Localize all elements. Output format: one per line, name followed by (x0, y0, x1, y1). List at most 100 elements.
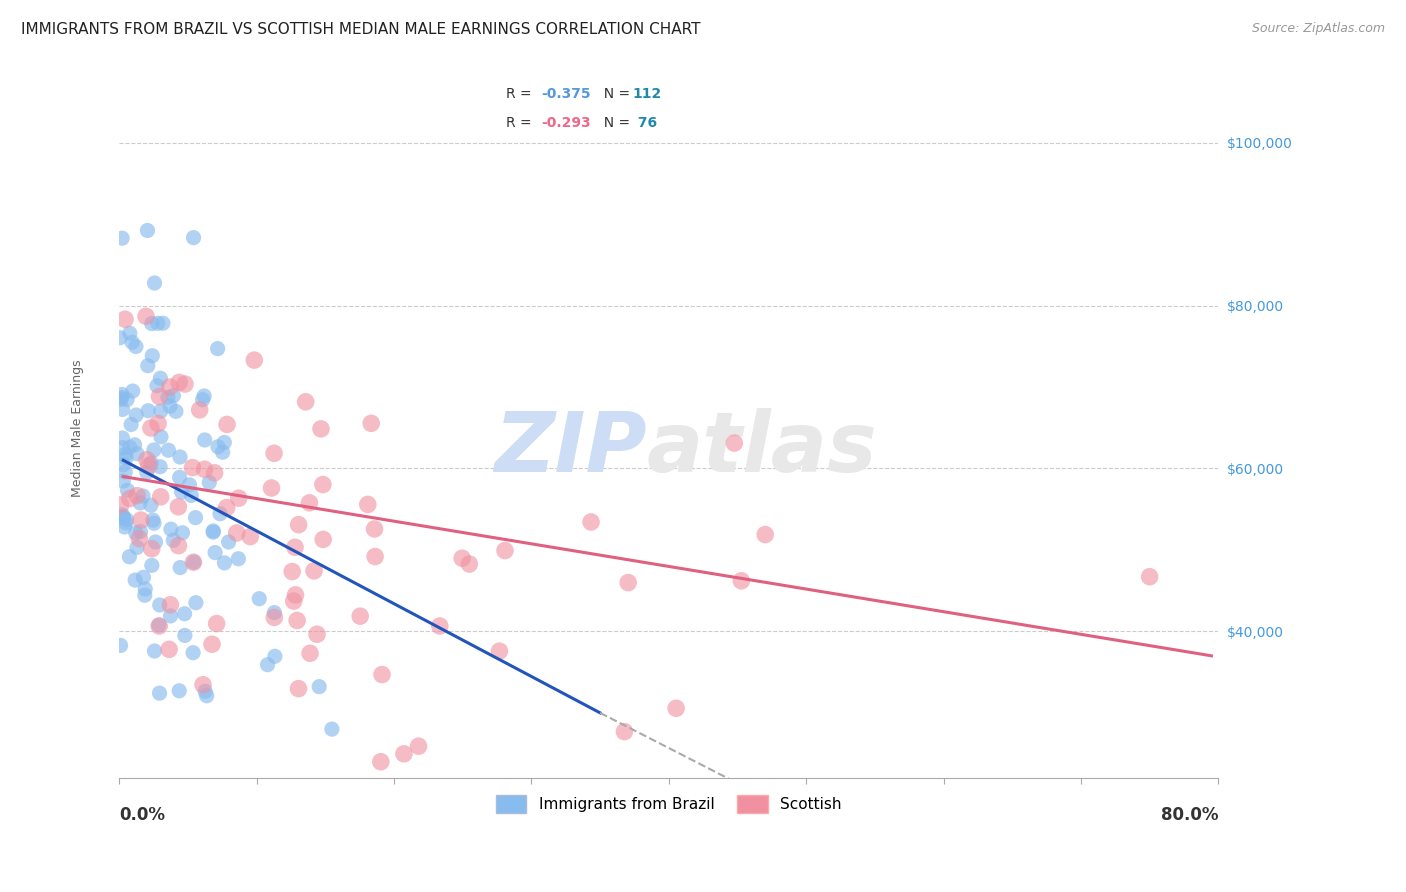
Point (134, 582, 156, 596)
Point (194, 684, 217, 698)
Point (118, 491, 141, 506)
Text: Source: ZipAtlas.com: Source: ZipAtlas.com (1251, 22, 1385, 36)
Point (149, 490, 172, 504)
Point (143, 644, 166, 658)
Point (149, 598, 172, 612)
Point (145, 535, 167, 549)
Point (112, 510, 135, 524)
Point (141, 558, 163, 573)
Point (136, 452, 159, 467)
Point (205, 616, 228, 631)
Point (193, 462, 215, 476)
Point (312, 477, 335, 491)
Point (159, 598, 181, 612)
Point (218, 535, 240, 549)
Point (121, 384, 143, 398)
Point (112, 474, 135, 488)
Point (114, 447, 136, 461)
Point (111, 441, 134, 455)
Point (108, 331, 131, 345)
Point (129, 524, 152, 539)
Point (287, 517, 309, 532)
Point (239, 530, 262, 544)
Point (146, 417, 169, 431)
Point (111, 387, 134, 401)
Point (579, 515, 602, 529)
Point (207, 440, 229, 454)
Point (305, 627, 328, 641)
Point (298, 496, 321, 510)
Point (149, 404, 172, 418)
Point (141, 349, 163, 363)
Point (429, 619, 451, 633)
Text: -0.375: -0.375 (541, 87, 591, 101)
Point (173, 628, 195, 642)
Point (617, 575, 640, 590)
Point (309, 422, 332, 436)
Point (136, 403, 159, 417)
Point (169, 470, 191, 484)
Point (118, 326, 141, 341)
Point (136, 223, 159, 237)
Point (148, 390, 170, 404)
Point (169, 560, 191, 574)
Point (135, 310, 157, 324)
Point (111, 508, 134, 522)
Text: 80.0%: 80.0% (1161, 806, 1219, 824)
Point (157, 443, 180, 458)
Point (730, 574, 752, 588)
Point (141, 456, 163, 470)
Text: 0.0%: 0.0% (120, 806, 165, 824)
Point (143, 516, 166, 531)
Point (143, 276, 166, 290)
Point (141, 541, 163, 556)
Point (371, 667, 394, 681)
Point (118, 549, 141, 564)
Legend: Immigrants from Brazil, Scottish: Immigrants from Brazil, Scottish (489, 789, 848, 820)
Point (349, 609, 371, 624)
Point (228, 551, 250, 566)
Text: ZIP: ZIP (494, 409, 647, 489)
Point (115, 450, 138, 465)
Point (208, 507, 231, 521)
Point (110, 392, 132, 406)
Point (125, 541, 148, 555)
Point (451, 551, 474, 566)
Point (146, 316, 169, 330)
Point (360, 417, 382, 431)
Point (207, 342, 229, 356)
Point (115, 516, 138, 530)
Point (392, 747, 415, 761)
Point (125, 489, 148, 503)
Point (160, 522, 183, 536)
Point (157, 642, 180, 657)
Point (211, 445, 233, 459)
Text: Median Male Earnings: Median Male Earnings (70, 359, 84, 497)
Text: 76: 76 (633, 116, 657, 130)
Point (195, 689, 218, 703)
Point (191, 392, 214, 407)
Point (125, 447, 148, 461)
Point (204, 545, 226, 559)
Point (1139, 570, 1161, 584)
Point (193, 389, 215, 403)
Point (165, 404, 187, 418)
Point (188, 402, 211, 417)
Point (159, 609, 181, 624)
Point (132, 570, 155, 584)
Point (124, 438, 146, 452)
Text: -0.293: -0.293 (541, 116, 591, 130)
Point (124, 573, 146, 587)
Point (134, 588, 156, 602)
Point (129, 513, 152, 527)
Point (121, 335, 143, 350)
Point (198, 475, 221, 490)
Point (263, 606, 285, 620)
Point (264, 649, 287, 664)
Text: IMMIGRANTS FROM BRAZIL VS SCOTTISH MEDIAN MALE EARNINGS CORRELATION CHART: IMMIGRANTS FROM BRAZIL VS SCOTTISH MEDIA… (21, 22, 700, 37)
Point (363, 522, 385, 536)
Point (148, 618, 170, 632)
Point (202, 524, 225, 538)
Point (202, 525, 225, 540)
Point (110, 639, 132, 653)
